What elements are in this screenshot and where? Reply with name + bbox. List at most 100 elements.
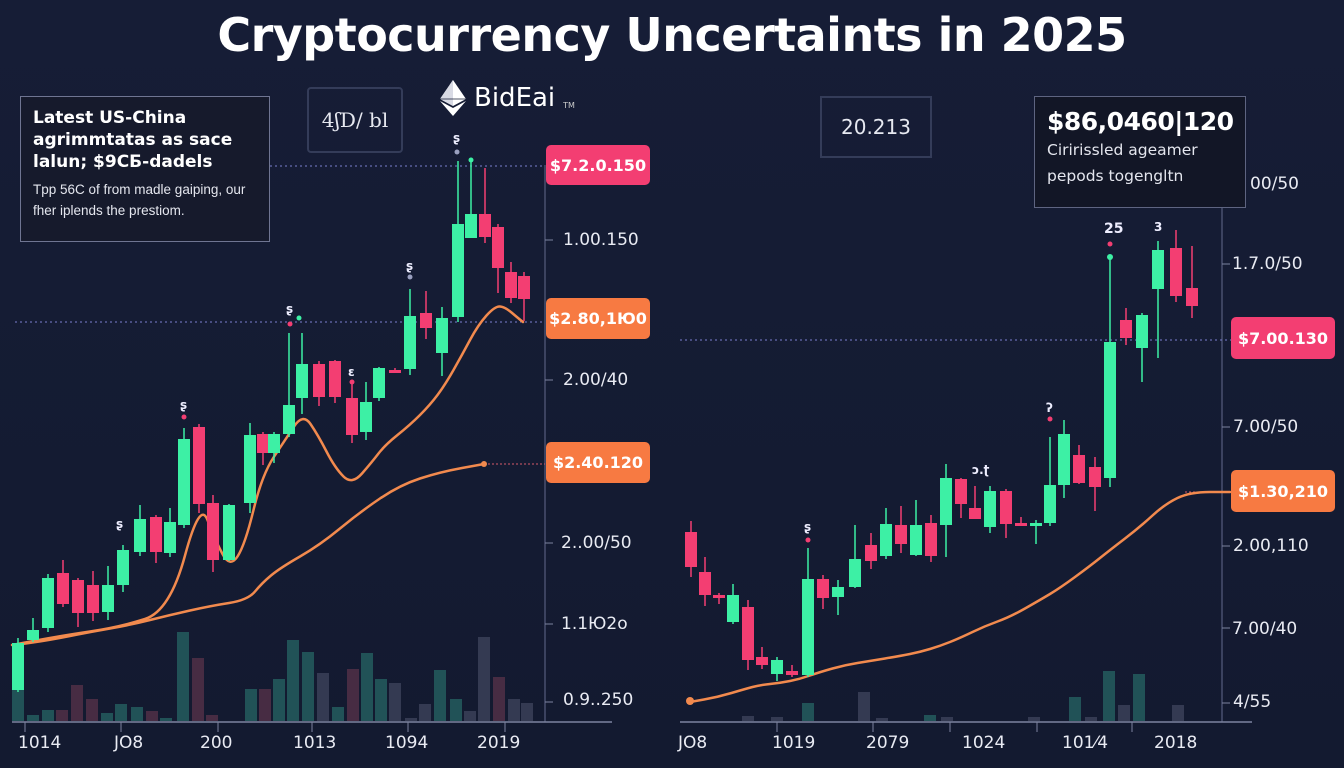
left-y-tick: 2..00/50	[561, 533, 632, 553]
right-volume-bars	[742, 671, 1184, 721]
volume-bar	[115, 704, 127, 721]
right-y-tick: 00/50	[1250, 174, 1299, 194]
volume-bar	[332, 707, 344, 721]
info-price: $86,0460|120	[1047, 107, 1234, 136]
right-x-tick: 1019	[772, 733, 816, 753]
candle-body	[1152, 250, 1164, 289]
volume-bar	[742, 716, 754, 721]
candle-body	[802, 579, 814, 675]
candle-body	[1058, 434, 1070, 485]
candle-body	[389, 370, 401, 373]
left-x-tick: 1094	[385, 733, 429, 753]
candle-body	[1170, 248, 1182, 296]
chart-marker: 3	[1154, 220, 1163, 234]
left-x-tick: 2019	[477, 733, 521, 753]
volume-bar	[42, 710, 54, 721]
volume-bar	[71, 685, 83, 721]
signal-dot	[407, 274, 413, 280]
chart-marker: ʂ	[286, 302, 294, 316]
candle-body	[57, 573, 69, 604]
candle-body	[12, 643, 24, 690]
volume-bar	[27, 715, 39, 721]
candle-body	[42, 578, 54, 628]
candle-body	[1044, 485, 1056, 523]
price-tag-label: $2.80,1Ю0	[549, 309, 647, 328]
candle-body	[727, 595, 739, 622]
candle-body	[150, 517, 162, 552]
candle-body	[1104, 342, 1116, 478]
volume-bar	[771, 717, 783, 721]
candle-body	[373, 368, 385, 398]
candle-body	[832, 587, 844, 597]
volume-bar	[450, 699, 462, 721]
moving-average-line	[13, 462, 486, 647]
volume-bar	[361, 653, 373, 721]
candle-body	[223, 505, 235, 560]
volume-bar	[924, 715, 936, 721]
candle-body	[955, 479, 967, 504]
candle-body	[164, 522, 176, 553]
candle-body	[865, 545, 877, 561]
volume-bar	[259, 689, 271, 721]
candle-body	[360, 402, 372, 432]
volume-bar	[802, 703, 814, 721]
right-candlesticks	[685, 230, 1198, 681]
candle-body	[207, 503, 219, 560]
price-tag-left-2: $2.80,1Ю0	[546, 298, 650, 339]
price-tag-left-1: $7.2.0.150	[546, 145, 650, 185]
volume-bar	[56, 710, 68, 721]
left-volume-bars	[12, 632, 533, 721]
candle-body	[1073, 455, 1085, 483]
right-y-tick: 7.00/40	[1232, 619, 1298, 639]
ma-end-dot	[481, 461, 487, 467]
candle-body	[1089, 467, 1101, 487]
candle-body	[925, 523, 937, 556]
volume-bar	[245, 689, 257, 721]
chart-marker: ɛ	[348, 365, 355, 379]
volume-bar	[464, 711, 476, 721]
candle-body	[268, 434, 280, 453]
candle-body	[178, 439, 190, 525]
candle-body	[817, 579, 829, 598]
volume-bar	[347, 669, 359, 721]
candle-body	[756, 657, 768, 665]
info-line-2: pepods togengltn	[1047, 167, 1184, 185]
signal-dot	[1107, 241, 1113, 247]
ethereum-diamond-icon	[440, 80, 466, 116]
signal-dot	[287, 321, 293, 327]
candle-body	[940, 478, 952, 525]
candle-body	[436, 318, 448, 353]
right-x-tick: JO8	[678, 733, 708, 753]
volume-bar	[86, 699, 98, 721]
candle-body	[518, 276, 530, 299]
volume-bar	[1028, 717, 1040, 721]
price-tag-label: $2.40.120	[552, 453, 644, 472]
volume-bar	[419, 704, 431, 721]
left-x-tick: 200	[200, 733, 233, 753]
candle-body	[465, 214, 477, 238]
volume-bar	[146, 711, 158, 721]
brand-name: BidEai	[474, 83, 556, 113]
volume-bar	[177, 632, 189, 721]
candle-body	[346, 398, 358, 435]
signal-dot	[349, 379, 355, 385]
left-x-tick: 1014	[18, 733, 62, 753]
candle-body	[492, 227, 504, 268]
volume-bar	[273, 679, 285, 721]
candle-body	[699, 572, 711, 595]
volume-bar	[131, 707, 143, 721]
volume-bar	[12, 687, 24, 721]
volume-bar	[287, 640, 299, 721]
candle-body	[193, 427, 205, 504]
candle-body	[849, 559, 861, 587]
signal-dot	[296, 315, 302, 321]
signal-dot	[1107, 254, 1113, 260]
candle-body	[685, 532, 697, 567]
candle-body	[87, 585, 99, 613]
chart-marker: ʂ	[116, 517, 124, 531]
candle-body	[313, 364, 325, 397]
volume-bar	[1085, 717, 1097, 721]
right-x-tick: 101⁄4	[1062, 733, 1109, 753]
chart-marker: ʂ	[180, 398, 188, 412]
